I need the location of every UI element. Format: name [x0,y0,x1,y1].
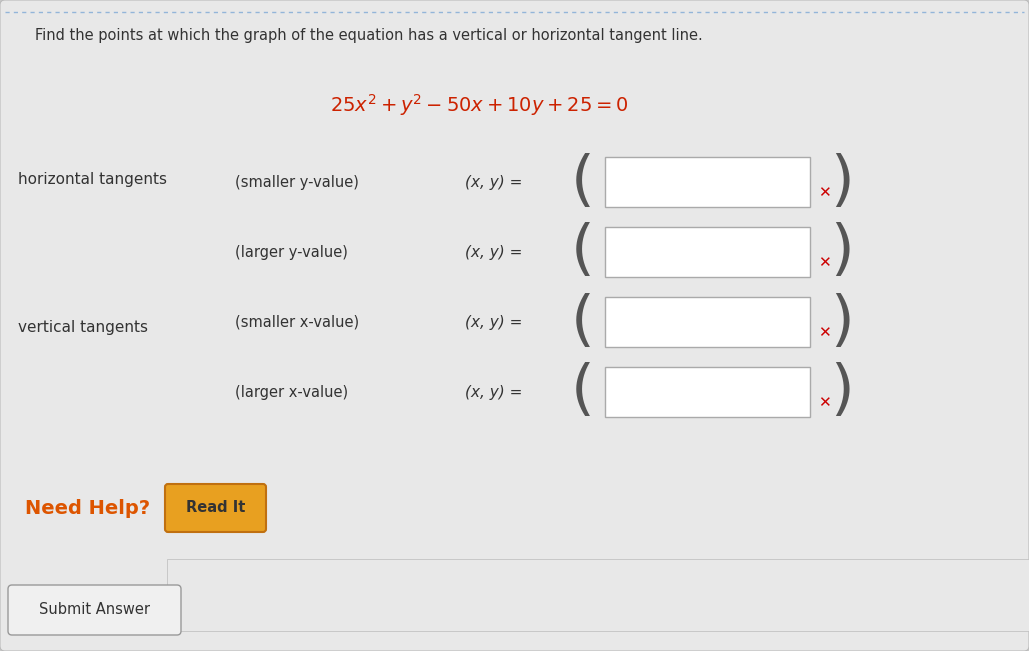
Text: (x, y) =: (x, y) = [465,314,523,329]
Text: (smaller y-value): (smaller y-value) [235,174,359,189]
Text: vertical tangents: vertical tangents [17,320,148,335]
Text: Read It: Read It [186,501,245,516]
Bar [167,559,1029,631]
Text: ✕: ✕ [818,185,830,200]
Text: (smaller x-value): (smaller x-value) [235,314,359,329]
Text: (: ( [571,292,595,352]
Text: (: ( [571,223,595,281]
Bar [605,297,810,347]
Text: Submit Answer: Submit Answer [39,602,150,618]
Text: (larger y-value): (larger y-value) [235,245,348,260]
Text: (larger x-value): (larger x-value) [235,385,348,400]
Bar [605,367,810,417]
Text: (: ( [571,152,595,212]
Bar [605,227,810,277]
Text: Find the points at which the graph of the equation has a vertical or horizontal : Find the points at which the graph of th… [35,28,703,43]
Text: ): ) [830,223,854,281]
Text: ): ) [830,363,854,421]
Text: (x, y) =: (x, y) = [465,245,523,260]
Text: ✕: ✕ [818,325,830,340]
Bar [605,157,810,207]
Text: Need Help?: Need Help? [25,499,150,518]
Text: (x, y) =: (x, y) = [465,385,523,400]
Text: ): ) [830,292,854,352]
Text: (: ( [571,363,595,421]
Text: ✕: ✕ [818,255,830,270]
FancyBboxPatch shape [8,585,181,635]
Text: (x, y) =: (x, y) = [465,174,523,189]
Text: ✕: ✕ [818,395,830,410]
FancyBboxPatch shape [165,484,267,532]
Text: ): ) [830,152,854,212]
Text: horizontal tangents: horizontal tangents [17,172,167,187]
Text: $25x^2 + y^2 - 50x + 10y + 25 = 0$: $25x^2 + y^2 - 50x + 10y + 25 = 0$ [330,92,629,118]
